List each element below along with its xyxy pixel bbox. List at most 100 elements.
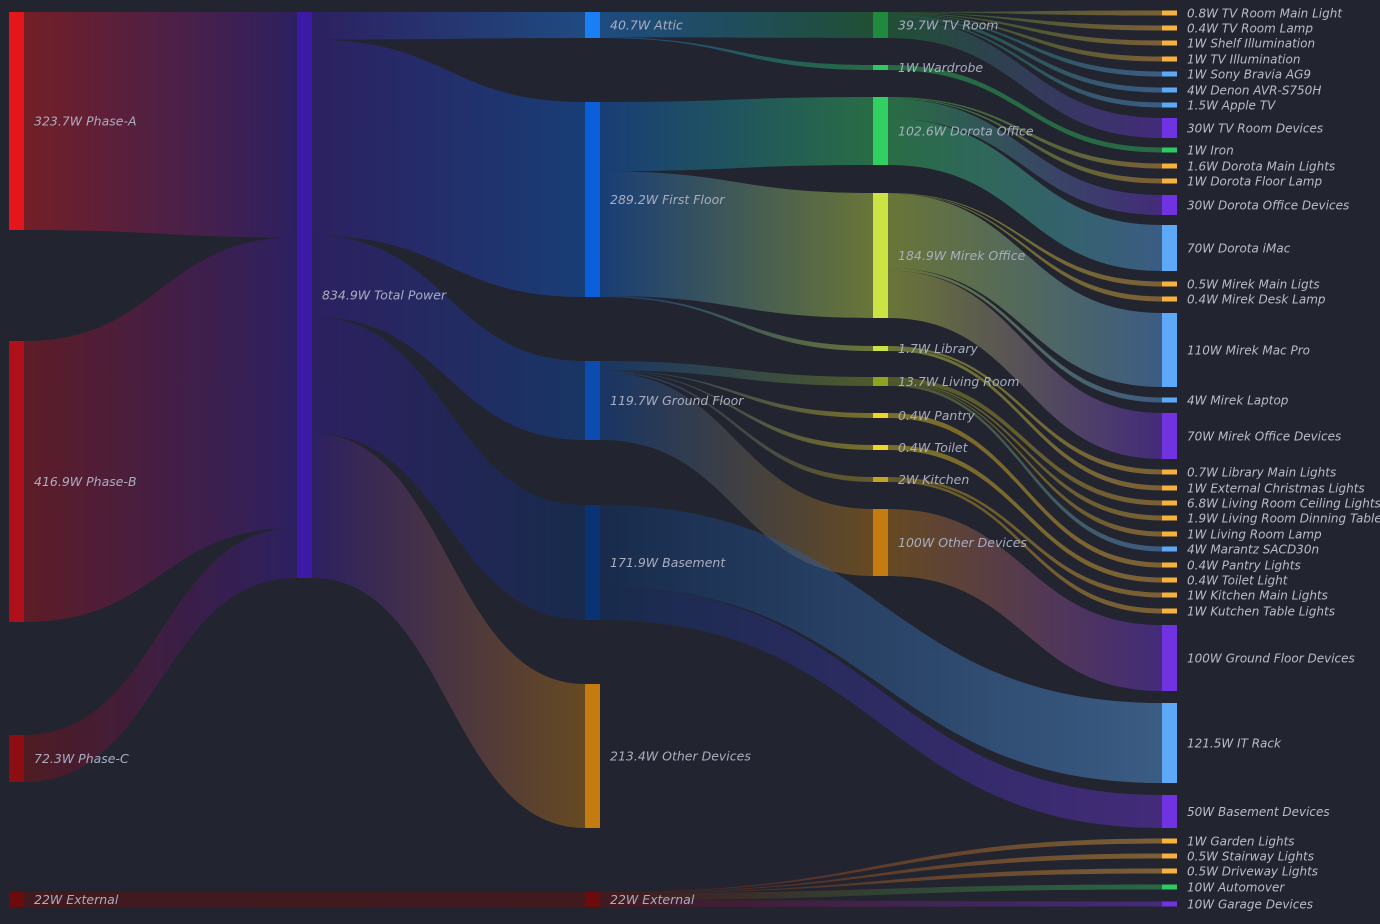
- node-dorota_devices[interactable]: [1162, 195, 1177, 215]
- node-lr_lamp[interactable]: [1162, 531, 1177, 537]
- node-it_rack[interactable]: [1162, 703, 1177, 783]
- link-total-to-ground_floor: [312, 235, 585, 440]
- node-mirek_macpro[interactable]: [1162, 313, 1177, 387]
- node-label-mirek_laptop: 4W Mirek Laptop: [1187, 394, 1289, 408]
- node-stairway[interactable]: [1162, 853, 1177, 859]
- labels-layer: 323.7W Phase-A 416.9W Phase-B 72.3W Phase-…: [34, 7, 1380, 912]
- node-total[interactable]: [297, 12, 312, 578]
- link-external-to-garden: [600, 838, 1162, 893]
- node-basement[interactable]: [585, 505, 600, 620]
- links-layer: [24, 10, 1162, 907]
- node-label-apple_tv: 1.5W Apple TV: [1187, 99, 1276, 113]
- node-marantz[interactable]: [1162, 546, 1177, 552]
- node-mirek_main[interactable]: [1162, 281, 1177, 287]
- link-pantry-to-pantry_lights: [888, 413, 1162, 568]
- node-kitchen_main[interactable]: [1162, 592, 1177, 598]
- node-label-gf_devices: 100W Ground Floor Devices: [1187, 652, 1355, 666]
- node-label-phase_b: 416.9W Phase-B: [34, 474, 137, 489]
- node-label-lr_dinning: 1.9W Living Room Dinning Table: [1187, 512, 1380, 526]
- link-total-to-basement: [312, 316, 585, 620]
- node-phase_a[interactable]: [9, 12, 24, 230]
- node-other_devices[interactable]: [585, 684, 600, 828]
- node-tv_main_light[interactable]: [1162, 10, 1177, 16]
- node-xmas[interactable]: [1162, 485, 1177, 491]
- node-label-gf_other: 100W Other Devices: [898, 535, 1027, 550]
- link-basement-to-it_rack: [600, 505, 1162, 783]
- node-label-garden: 1W Garden Lights: [1187, 835, 1295, 849]
- node-driveway[interactable]: [1162, 868, 1177, 874]
- node-dorota_floor[interactable]: [1162, 178, 1177, 184]
- node-gf_devices[interactable]: [1162, 625, 1177, 691]
- link-library-to-library_main: [888, 346, 1162, 475]
- node-library_main[interactable]: [1162, 469, 1177, 475]
- node-external[interactable]: [585, 892, 600, 907]
- node-shelf[interactable]: [1162, 40, 1177, 46]
- node-kitchen[interactable]: [873, 477, 888, 482]
- node-label-phase_c: 72.3W Phase-C: [34, 751, 129, 766]
- node-label-lr_lamp: 1W Living Room Lamp: [1187, 528, 1322, 542]
- node-automover[interactable]: [1162, 884, 1177, 890]
- node-external_src[interactable]: [9, 892, 24, 907]
- node-tv_lamp[interactable]: [1162, 25, 1177, 31]
- node-label-driveway: 0.5W Driveway Lights: [1187, 865, 1318, 879]
- node-pantry[interactable]: [873, 413, 888, 418]
- node-mirek_laptop[interactable]: [1162, 397, 1177, 403]
- link-library-to-xmas: [888, 348, 1162, 491]
- node-kitchen_table[interactable]: [1162, 608, 1177, 614]
- node-ground_floor[interactable]: [585, 361, 600, 440]
- node-tv_illum[interactable]: [1162, 56, 1177, 62]
- node-label-mirek_devices: 70W Mirek Office Devices: [1187, 430, 1341, 444]
- node-garage[interactable]: [1162, 901, 1177, 907]
- node-lr_dinning[interactable]: [1162, 515, 1177, 521]
- node-dorota_main[interactable]: [1162, 163, 1177, 169]
- link-tv_room-to-shelf: [888, 12, 1162, 46]
- node-basement_devices[interactable]: [1162, 795, 1177, 828]
- node-toilet_light[interactable]: [1162, 577, 1177, 583]
- node-label-dorota_office: 102.6W Dorota Office: [898, 124, 1034, 139]
- link-dorota_office-to-dorota_imac: [888, 118, 1162, 272]
- link-total-to-attic: [312, 12, 585, 40]
- node-label-dorota_floor: 1W Dorota Floor Lamp: [1187, 175, 1322, 189]
- node-mirek_devices[interactable]: [1162, 413, 1177, 459]
- link-living_room-to-lr_lamp: [888, 382, 1162, 537]
- node-gf_other[interactable]: [873, 509, 888, 576]
- node-label-basement_devices: 50W Basement Devices: [1187, 805, 1330, 819]
- link-ground_floor-to-toilet: [600, 370, 873, 450]
- link-kitchen-to-kitchen_table: [888, 479, 1162, 614]
- node-label-toilet: 0.4W Toilet: [898, 440, 969, 455]
- node-mirek_office[interactable]: [873, 193, 888, 318]
- node-label-marantz: 4W Marantz SACD30n: [1187, 543, 1319, 557]
- node-garden[interactable]: [1162, 838, 1177, 844]
- link-tv_room-to-tv_main_light: [888, 10, 1162, 16]
- node-first_floor[interactable]: [585, 102, 600, 297]
- node-label-ground_floor: 119.7W Ground Floor: [610, 393, 744, 408]
- node-label-basement: 171.9W Basement: [610, 555, 726, 570]
- node-iron[interactable]: [1162, 147, 1177, 153]
- node-phase_c[interactable]: [9, 735, 24, 782]
- node-wardrobe[interactable]: [873, 65, 888, 70]
- node-tv_room[interactable]: [873, 12, 888, 38]
- link-external-to-garage: [600, 900, 1162, 907]
- node-tv_devices[interactable]: [1162, 118, 1177, 138]
- node-label-tv_illum: 1W TV Illumination: [1187, 53, 1300, 67]
- node-dorota_office[interactable]: [873, 97, 888, 165]
- node-attic[interactable]: [585, 12, 600, 38]
- link-phase_c-to-total: [24, 527, 297, 782]
- node-phase_b[interactable]: [9, 341, 24, 622]
- node-pantry_lights[interactable]: [1162, 562, 1177, 568]
- node-label-kitchen_table: 1W Kutchen Table Lights: [1187, 605, 1335, 619]
- node-living_room[interactable]: [873, 377, 888, 386]
- node-label-mirek_desk: 0.4W Mirek Desk Lamp: [1187, 293, 1326, 307]
- node-label-tv_room: 39.7W TV Room: [898, 18, 998, 33]
- node-denon[interactable]: [1162, 87, 1177, 93]
- node-sony[interactable]: [1162, 71, 1177, 77]
- link-phase_b-to-total: [24, 237, 297, 623]
- node-library[interactable]: [873, 346, 888, 351]
- node-mirek_desk[interactable]: [1162, 296, 1177, 302]
- node-dorota_imac[interactable]: [1162, 225, 1177, 271]
- node-toilet[interactable]: [873, 445, 888, 450]
- link-external-to-stairway: [600, 853, 1162, 894]
- node-lr_ceiling[interactable]: [1162, 500, 1177, 506]
- node-apple_tv[interactable]: [1162, 102, 1177, 108]
